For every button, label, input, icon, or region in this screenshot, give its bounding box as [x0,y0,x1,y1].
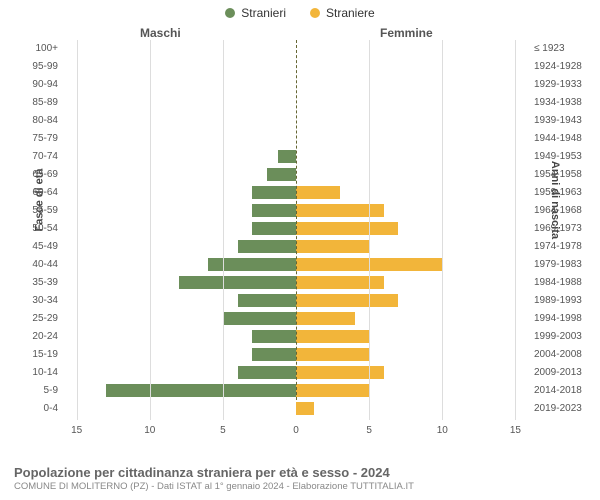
gridline [515,40,516,420]
age-label: 10-14 [32,364,62,382]
bar-female [296,276,384,289]
bar-female [296,312,355,325]
age-label: 95-99 [32,58,62,76]
age-label: 45-49 [32,238,62,256]
legend-swatch-female [310,8,320,18]
bar-male [278,150,296,163]
birth-year-label: 1994-1998 [530,310,582,328]
bar-male [208,258,296,271]
age-label: 30-34 [32,292,62,310]
x-tick: 15 [510,425,521,436]
bar-female [296,348,369,361]
age-label: 55-59 [32,202,62,220]
bar-male [252,204,296,217]
gridline [369,40,370,420]
age-label: 90-94 [32,76,62,94]
age-label: 100+ [35,40,62,58]
x-tick: 15 [71,425,82,436]
chart-area: 100+≤ 192395-991924-192890-941929-193385… [62,40,530,440]
bar-male [223,312,296,325]
x-tick: 10 [144,425,155,436]
center-line [296,40,297,400]
birth-year-label: 1974-1978 [530,238,582,256]
birth-year-label: 1969-1973 [530,220,582,238]
age-label: 20-24 [32,328,62,346]
bar-male [252,186,296,199]
bar-female [296,366,384,379]
header-female: Femmine [380,26,433,40]
bar-male [267,168,296,181]
gridline [150,40,151,420]
x-tick: 10 [437,425,448,436]
birth-year-label: 1944-1948 [530,130,582,148]
age-row: 0-42019-2023 [62,400,530,418]
legend-item-female: Straniere [310,6,375,20]
gridline [77,40,78,420]
bar-male [252,348,296,361]
birth-year-label: 1954-1958 [530,166,582,184]
bar-female [296,330,369,343]
birth-year-label: 1934-1938 [530,94,582,112]
age-label: 15-19 [32,346,62,364]
birth-year-label: 1939-1943 [530,112,582,130]
age-label: 50-54 [32,220,62,238]
birth-year-label: 1924-1928 [530,58,582,76]
chart-title: Popolazione per cittadinanza straniera p… [14,465,590,480]
x-tick: 0 [293,425,299,436]
bar-female [296,186,340,199]
birth-year-label: 1964-1968 [530,202,582,220]
bar-male [252,330,296,343]
age-label: 70-74 [32,148,62,166]
age-label: 0-4 [44,400,62,418]
birth-year-label: 1979-1983 [530,256,582,274]
x-tick: 5 [220,425,226,436]
age-label: 5-9 [44,382,62,400]
legend-item-male: Stranieri [225,6,286,20]
bar-male [238,294,297,307]
legend-swatch-male [225,8,235,18]
age-label: 65-69 [32,166,62,184]
birth-year-label: 1984-1988 [530,274,582,292]
birth-year-label: 2004-2008 [530,346,582,364]
bar-female [296,240,369,253]
bar-male [238,366,297,379]
age-label: 40-44 [32,256,62,274]
chart-subtitle: COMUNE DI MOLITERNO (PZ) - Dati ISTAT al… [14,481,590,492]
birth-year-label: 2019-2023 [530,400,582,418]
age-label: 85-89 [32,94,62,112]
bar-female [296,294,398,307]
bar-male [106,384,296,397]
gridline [223,40,224,420]
bar-female [296,384,369,397]
birth-year-label: 1989-1993 [530,292,582,310]
birth-year-label: 2009-2013 [530,364,582,382]
age-label: 60-64 [32,184,62,202]
birth-year-label: 2014-2018 [530,382,582,400]
legend-label-male: Stranieri [241,6,286,20]
age-label: 80-84 [32,112,62,130]
bar-male [238,240,297,253]
bar-female [296,402,314,415]
age-label: 25-29 [32,310,62,328]
x-tick: 5 [366,425,372,436]
bar-female [296,204,384,217]
birth-year-label: 1959-1963 [530,184,582,202]
plot: 100+≤ 192395-991924-192890-941929-193385… [62,40,530,420]
footer: Popolazione per cittadinanza straniera p… [14,465,590,492]
birth-year-label: 1999-2003 [530,328,582,346]
birth-year-label: ≤ 1923 [530,40,565,58]
age-label: 35-39 [32,274,62,292]
bar-male [252,222,296,235]
header-male: Maschi [140,26,181,40]
birth-year-label: 1929-1933 [530,76,582,94]
bar-female [296,222,398,235]
age-label: 75-79 [32,130,62,148]
x-axis: 0 5 5 10 10 15 15 [62,420,530,440]
birth-year-label: 1949-1953 [530,148,582,166]
legend: Stranieri Straniere [0,0,600,20]
gridline [442,40,443,420]
bar-male [179,276,296,289]
legend-label-female: Straniere [326,6,375,20]
